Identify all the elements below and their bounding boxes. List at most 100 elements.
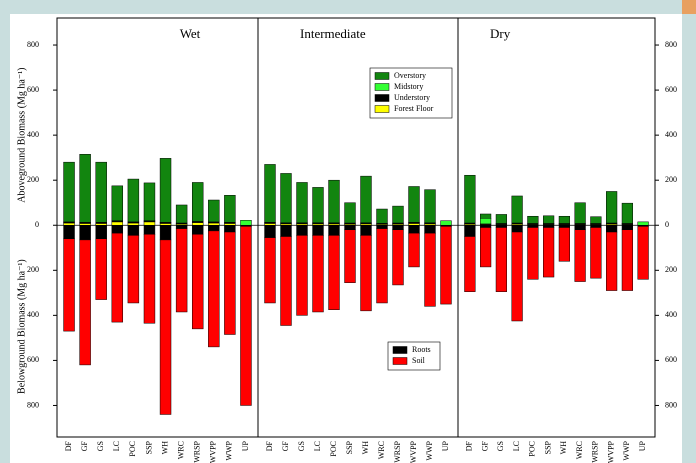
y-tick-label: 600 xyxy=(27,355,39,364)
bar-segment xyxy=(606,224,618,233)
bar-segment xyxy=(143,224,156,235)
bar-segment xyxy=(127,224,140,236)
y-tick-label-right: 800 xyxy=(665,400,677,409)
bar-segment xyxy=(175,228,188,313)
bar-segment xyxy=(511,195,523,224)
x-tick-label: LC xyxy=(313,441,322,451)
x-tick-label: DF xyxy=(465,440,474,451)
bar-segment xyxy=(344,229,356,283)
bar-segment xyxy=(590,227,602,279)
y-tick-label: 200 xyxy=(27,265,39,274)
bar-segment xyxy=(312,187,324,224)
x-tick-label: WRSP xyxy=(193,440,202,462)
legend-label: Forest Floor xyxy=(394,104,434,113)
legend-label: Midstory xyxy=(394,82,423,91)
corner-accent xyxy=(682,0,696,14)
legend-swatch xyxy=(374,83,390,91)
bar-segment xyxy=(440,226,452,305)
x-tick-label: WVPP xyxy=(409,440,418,463)
bar-segment xyxy=(296,235,308,316)
bar-segment xyxy=(376,228,388,304)
x-tick-label: LC xyxy=(512,441,521,451)
y-tick-label-right: 200 xyxy=(665,175,677,184)
x-tick-label: GF xyxy=(80,440,89,451)
bar-segment xyxy=(328,224,340,236)
bar-segment xyxy=(95,238,107,300)
bar-segment xyxy=(360,235,372,312)
x-tick-label: GF xyxy=(480,440,489,451)
bar-segment xyxy=(79,224,91,241)
bar-segment xyxy=(621,202,633,224)
panel-title: Dry xyxy=(490,26,511,41)
x-tick-label: WRC xyxy=(575,441,584,459)
x-tick-label: LC xyxy=(112,441,121,451)
legend-swatch xyxy=(374,72,390,80)
bar-segment xyxy=(392,224,404,231)
bar-segment xyxy=(312,224,324,236)
bar-segment xyxy=(280,236,292,326)
bar-segment xyxy=(63,222,75,226)
y-tick-label: 600 xyxy=(27,85,39,94)
bar-segment xyxy=(376,224,388,229)
x-tick-label: WRSP xyxy=(591,440,600,462)
legend-label: Soil xyxy=(412,356,426,365)
bar-segment xyxy=(224,224,236,233)
x-tick-label: SSP xyxy=(345,440,354,454)
bar-segment xyxy=(111,185,124,221)
panel-title: Intermediate xyxy=(300,26,366,41)
bar-segment xyxy=(464,174,476,224)
bar-segment xyxy=(191,234,204,330)
y-axis-label-bottom: Belowground Biomass (Mg ha⁻¹) xyxy=(16,259,27,394)
bar-segment xyxy=(344,202,356,224)
x-tick-label: UP xyxy=(241,440,250,451)
bar-segment xyxy=(264,164,276,223)
bar-segment xyxy=(143,221,156,226)
bar-segment xyxy=(296,224,308,236)
bar-segment xyxy=(424,224,436,234)
y-tick-label-right: 400 xyxy=(665,130,677,139)
y-tick-label-right: 400 xyxy=(665,310,677,319)
bar-segment xyxy=(408,232,420,268)
bar-segment xyxy=(511,224,523,233)
bar-segment xyxy=(191,222,204,226)
x-tick-label: POC xyxy=(329,441,338,457)
bar-segment xyxy=(543,227,555,278)
bar-segment xyxy=(280,224,292,237)
bar-segment xyxy=(95,223,107,226)
bar-segment xyxy=(424,189,436,224)
legend-label: Roots xyxy=(412,345,431,354)
bar-segment xyxy=(127,235,140,304)
bar-segment xyxy=(280,173,292,224)
bar-segment xyxy=(264,237,276,304)
bar-segment xyxy=(224,195,236,223)
y-axis-label-top: Aboveground Biomass (Mg ha⁻¹) xyxy=(16,68,27,203)
bar-segment xyxy=(527,215,539,224)
y-tick-label-right: 800 xyxy=(665,40,677,49)
x-tick-label: WWP xyxy=(622,440,631,460)
bar-segment xyxy=(543,215,555,224)
y-tick-label: 200 xyxy=(27,175,39,184)
x-tick-label: WH xyxy=(160,441,169,455)
bar-segment xyxy=(558,224,570,228)
legend-label: Understory xyxy=(394,93,430,102)
bar-segment xyxy=(296,182,308,224)
bar-segment xyxy=(527,224,539,228)
bar-segment xyxy=(543,224,555,228)
bar-segment xyxy=(360,175,372,224)
bar-segment xyxy=(95,161,107,223)
legend-swatch xyxy=(392,346,408,354)
x-tick-label: DF xyxy=(265,440,274,451)
bar-segment xyxy=(480,227,492,268)
bar-segment xyxy=(424,232,436,307)
x-tick-label: POC xyxy=(528,441,537,457)
bar-segment xyxy=(392,205,404,224)
x-tick-label: WH xyxy=(559,441,568,455)
bar-segment xyxy=(606,191,618,224)
x-tick-label: WVPP xyxy=(606,440,615,463)
bar-segment xyxy=(464,236,476,292)
y-tick-label: 800 xyxy=(27,40,39,49)
bar-segment xyxy=(495,224,507,228)
bar-segment xyxy=(264,223,276,226)
